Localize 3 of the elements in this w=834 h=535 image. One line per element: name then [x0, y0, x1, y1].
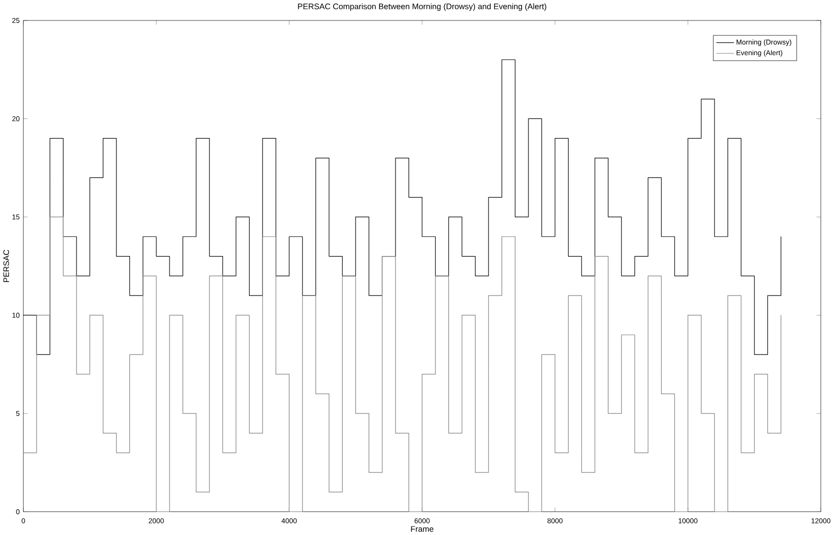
chart-title: PERSAC Comparison Between Morning (Drowsy) and Evening (Alert): [298, 3, 546, 11]
y-axis-title: PERSAC: [3, 250, 10, 282]
x-axis-title: Frame: [411, 526, 434, 532]
